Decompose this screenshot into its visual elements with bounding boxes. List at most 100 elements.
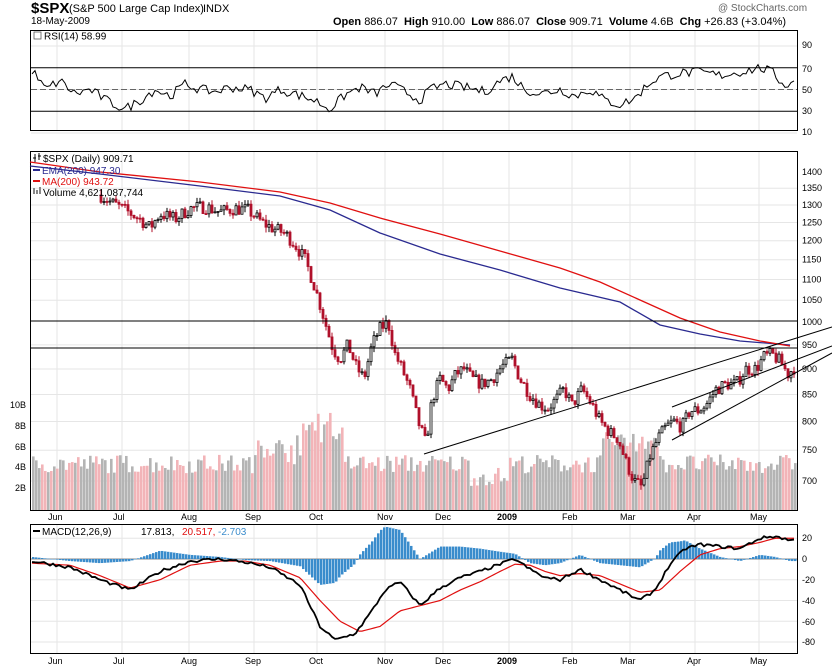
- candle-body: [675, 418, 679, 423]
- candle-body: [618, 442, 622, 447]
- macd-histogram-bar: [206, 556, 209, 559]
- volume-bar: [452, 469, 455, 510]
- candle-body: [768, 348, 772, 354]
- candle-body: [348, 339, 352, 354]
- high-value: 910.00: [431, 16, 466, 28]
- macd-histogram-bar: [92, 559, 95, 563]
- macd-histogram-bar: [620, 559, 623, 566]
- month-label: Oct: [309, 656, 324, 666]
- candle-body: [702, 407, 706, 412]
- candle-body: [615, 437, 619, 443]
- month-label: 2009: [497, 512, 517, 522]
- macd-line: [31, 535, 795, 640]
- macd-histogram-bar: [719, 556, 722, 559]
- volume-bar: [344, 461, 347, 510]
- candle-body: [579, 385, 583, 392]
- candle-body: [435, 380, 439, 400]
- month-label: Jun: [48, 656, 63, 666]
- volume-bar: [764, 468, 767, 510]
- macd-histogram-bar: [68, 559, 71, 561]
- macd-histogram-bar: [113, 559, 116, 563]
- volume-bar: [440, 459, 443, 510]
- candle-body: [564, 387, 568, 399]
- volume-bar: [551, 455, 554, 510]
- candle-body: [513, 355, 517, 367]
- volume-bar: [107, 473, 110, 510]
- candle-body: [159, 215, 163, 220]
- volume-axis: 10B 8B 6B 4B 2B: [10, 400, 26, 493]
- candle-body: [321, 309, 325, 319]
- macd-tick: -40: [802, 596, 815, 606]
- candle-body: [195, 202, 199, 208]
- volume-bar: [740, 460, 743, 510]
- macd-histogram-bar: [749, 557, 752, 559]
- ma-line: [29, 161, 791, 347]
- candle-body: [162, 215, 166, 220]
- volume-bar: [206, 468, 209, 510]
- volume-bar: [248, 457, 251, 510]
- candle-body: [447, 384, 451, 392]
- macd-histogram-bar: [104, 559, 107, 563]
- macd-histogram-bar: [233, 558, 236, 560]
- macd-histogram-bar: [32, 557, 35, 559]
- macd-histogram-bar: [71, 559, 74, 562]
- macd-histogram-bar: [404, 537, 407, 559]
- candle-body: [390, 330, 394, 346]
- macd-legend: MACD(12,26,9) 17.813, 20.517, -2.703: [33, 527, 247, 538]
- volume-bar: [32, 456, 35, 510]
- macd-histogram-bar: [41, 558, 44, 559]
- candle-body: [246, 203, 250, 206]
- rsi-line-group: [31, 63, 795, 113]
- macd-histogram-bar: [458, 546, 461, 559]
- volume-bar: [509, 457, 512, 510]
- macd-histogram-bar: [611, 559, 614, 565]
- macd-histogram-bar: [575, 556, 578, 559]
- macd-histogram-bar: [689, 543, 692, 559]
- macd-hist-value: -2.703: [218, 527, 247, 538]
- candle-body: [228, 209, 232, 214]
- candle-body: [363, 371, 367, 378]
- volume-bar: [686, 456, 689, 510]
- volume-tick: 10B: [10, 400, 26, 410]
- volume-bar: [242, 458, 245, 510]
- volume-bar: [92, 462, 95, 510]
- macd-histogram-bar: [182, 553, 185, 559]
- macd-histogram-bar: [353, 559, 356, 565]
- candle-body: [114, 198, 118, 203]
- volume-bar: [230, 455, 233, 510]
- grid: [31, 31, 797, 653]
- macd-histogram-bar: [269, 559, 272, 562]
- month-label: Jul: [113, 656, 125, 666]
- candle-body: [660, 426, 664, 434]
- candle-body: [264, 219, 268, 228]
- volume-bar: [596, 457, 599, 510]
- macd-histogram-bar: [83, 559, 86, 563]
- macd-histogram-bar: [467, 547, 470, 559]
- volume-bar: [785, 455, 788, 510]
- candle-body: [591, 403, 595, 405]
- volume-bar: [716, 465, 719, 510]
- volume-bar: [518, 460, 521, 510]
- candle-body: [489, 379, 493, 382]
- candle-body: [708, 396, 712, 404]
- candle-body: [711, 394, 715, 398]
- macd-histogram-bar: [596, 559, 599, 562]
- macd-histogram-bar: [524, 559, 527, 561]
- candle-body: [645, 460, 649, 479]
- candle-body: [537, 401, 541, 408]
- candle-body: [729, 382, 733, 390]
- candle-body: [141, 217, 145, 228]
- macd-histogram-bar: [491, 550, 494, 559]
- macd-histogram-bar: [617, 559, 620, 566]
- macd-histogram-bar: [245, 559, 248, 561]
- volume-bar: [122, 462, 125, 510]
- macd-histogram-bar: [779, 558, 782, 559]
- candle-body: [213, 211, 217, 214]
- volume-bar: [74, 462, 77, 510]
- rsi-legend-text: RSI(14) 58.99: [44, 32, 107, 43]
- candle-body: [705, 402, 709, 409]
- candle-body: [396, 352, 400, 362]
- volume-bar: [305, 430, 308, 510]
- candle-body: [669, 420, 673, 424]
- macd-histogram-bar: [566, 559, 569, 561]
